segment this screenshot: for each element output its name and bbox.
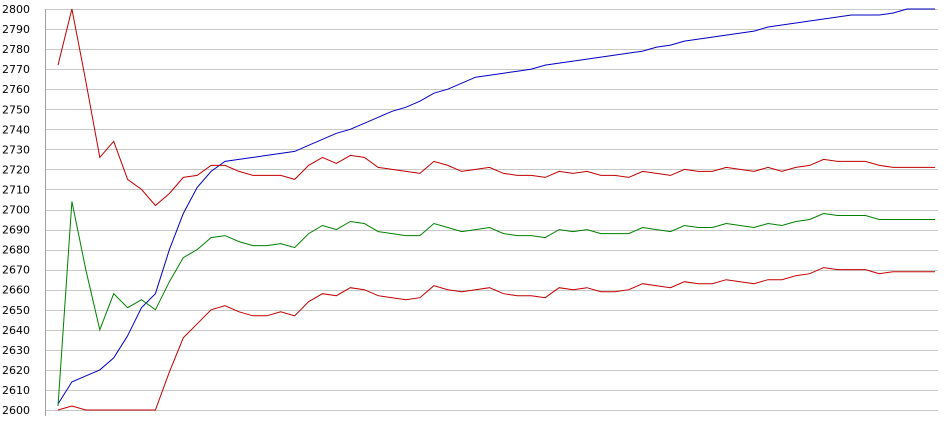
series-line-3 xyxy=(57,201,935,407)
y-tick-label: 2630 xyxy=(2,344,30,357)
y-tick-label: 2670 xyxy=(2,264,30,277)
y-tick-label: 2610 xyxy=(2,384,30,397)
y-tick-label: 2620 xyxy=(2,364,30,377)
y-tick-label: 2660 xyxy=(2,284,30,297)
y-tick-label: 2790 xyxy=(2,23,30,36)
series-line-2 xyxy=(57,8,935,207)
y-tick-label: 2720 xyxy=(2,163,30,176)
y-tick-label: 2680 xyxy=(2,244,30,257)
y-tick-label: 2710 xyxy=(2,183,30,196)
y-tick-labels: 2600 2610 2620 2630 2640 2650 2660 2670 2680 2690… xyxy=(2,3,30,417)
y-tick-label: 2750 xyxy=(2,103,30,116)
y-tick-label: 2730 xyxy=(2,143,30,156)
series-line-4 xyxy=(57,267,935,411)
y-tick-label: 2800 xyxy=(2,3,30,16)
y-tick-label: 2650 xyxy=(2,304,30,317)
y-tick-label: 2740 xyxy=(2,123,30,136)
series-line-1 xyxy=(57,8,935,405)
y-tick-label: 2690 xyxy=(2,224,30,237)
grid-lines xyxy=(45,9,938,411)
y-tick-label: 2640 xyxy=(2,324,30,337)
y-tick-label: 2770 xyxy=(2,63,30,76)
y-tick-label: 2760 xyxy=(2,83,30,96)
series-lines xyxy=(57,8,935,411)
y-tick-label: 2700 xyxy=(2,204,30,217)
y-tick-label: 2600 xyxy=(2,404,30,417)
y-tick-label: 2780 xyxy=(2,43,30,56)
